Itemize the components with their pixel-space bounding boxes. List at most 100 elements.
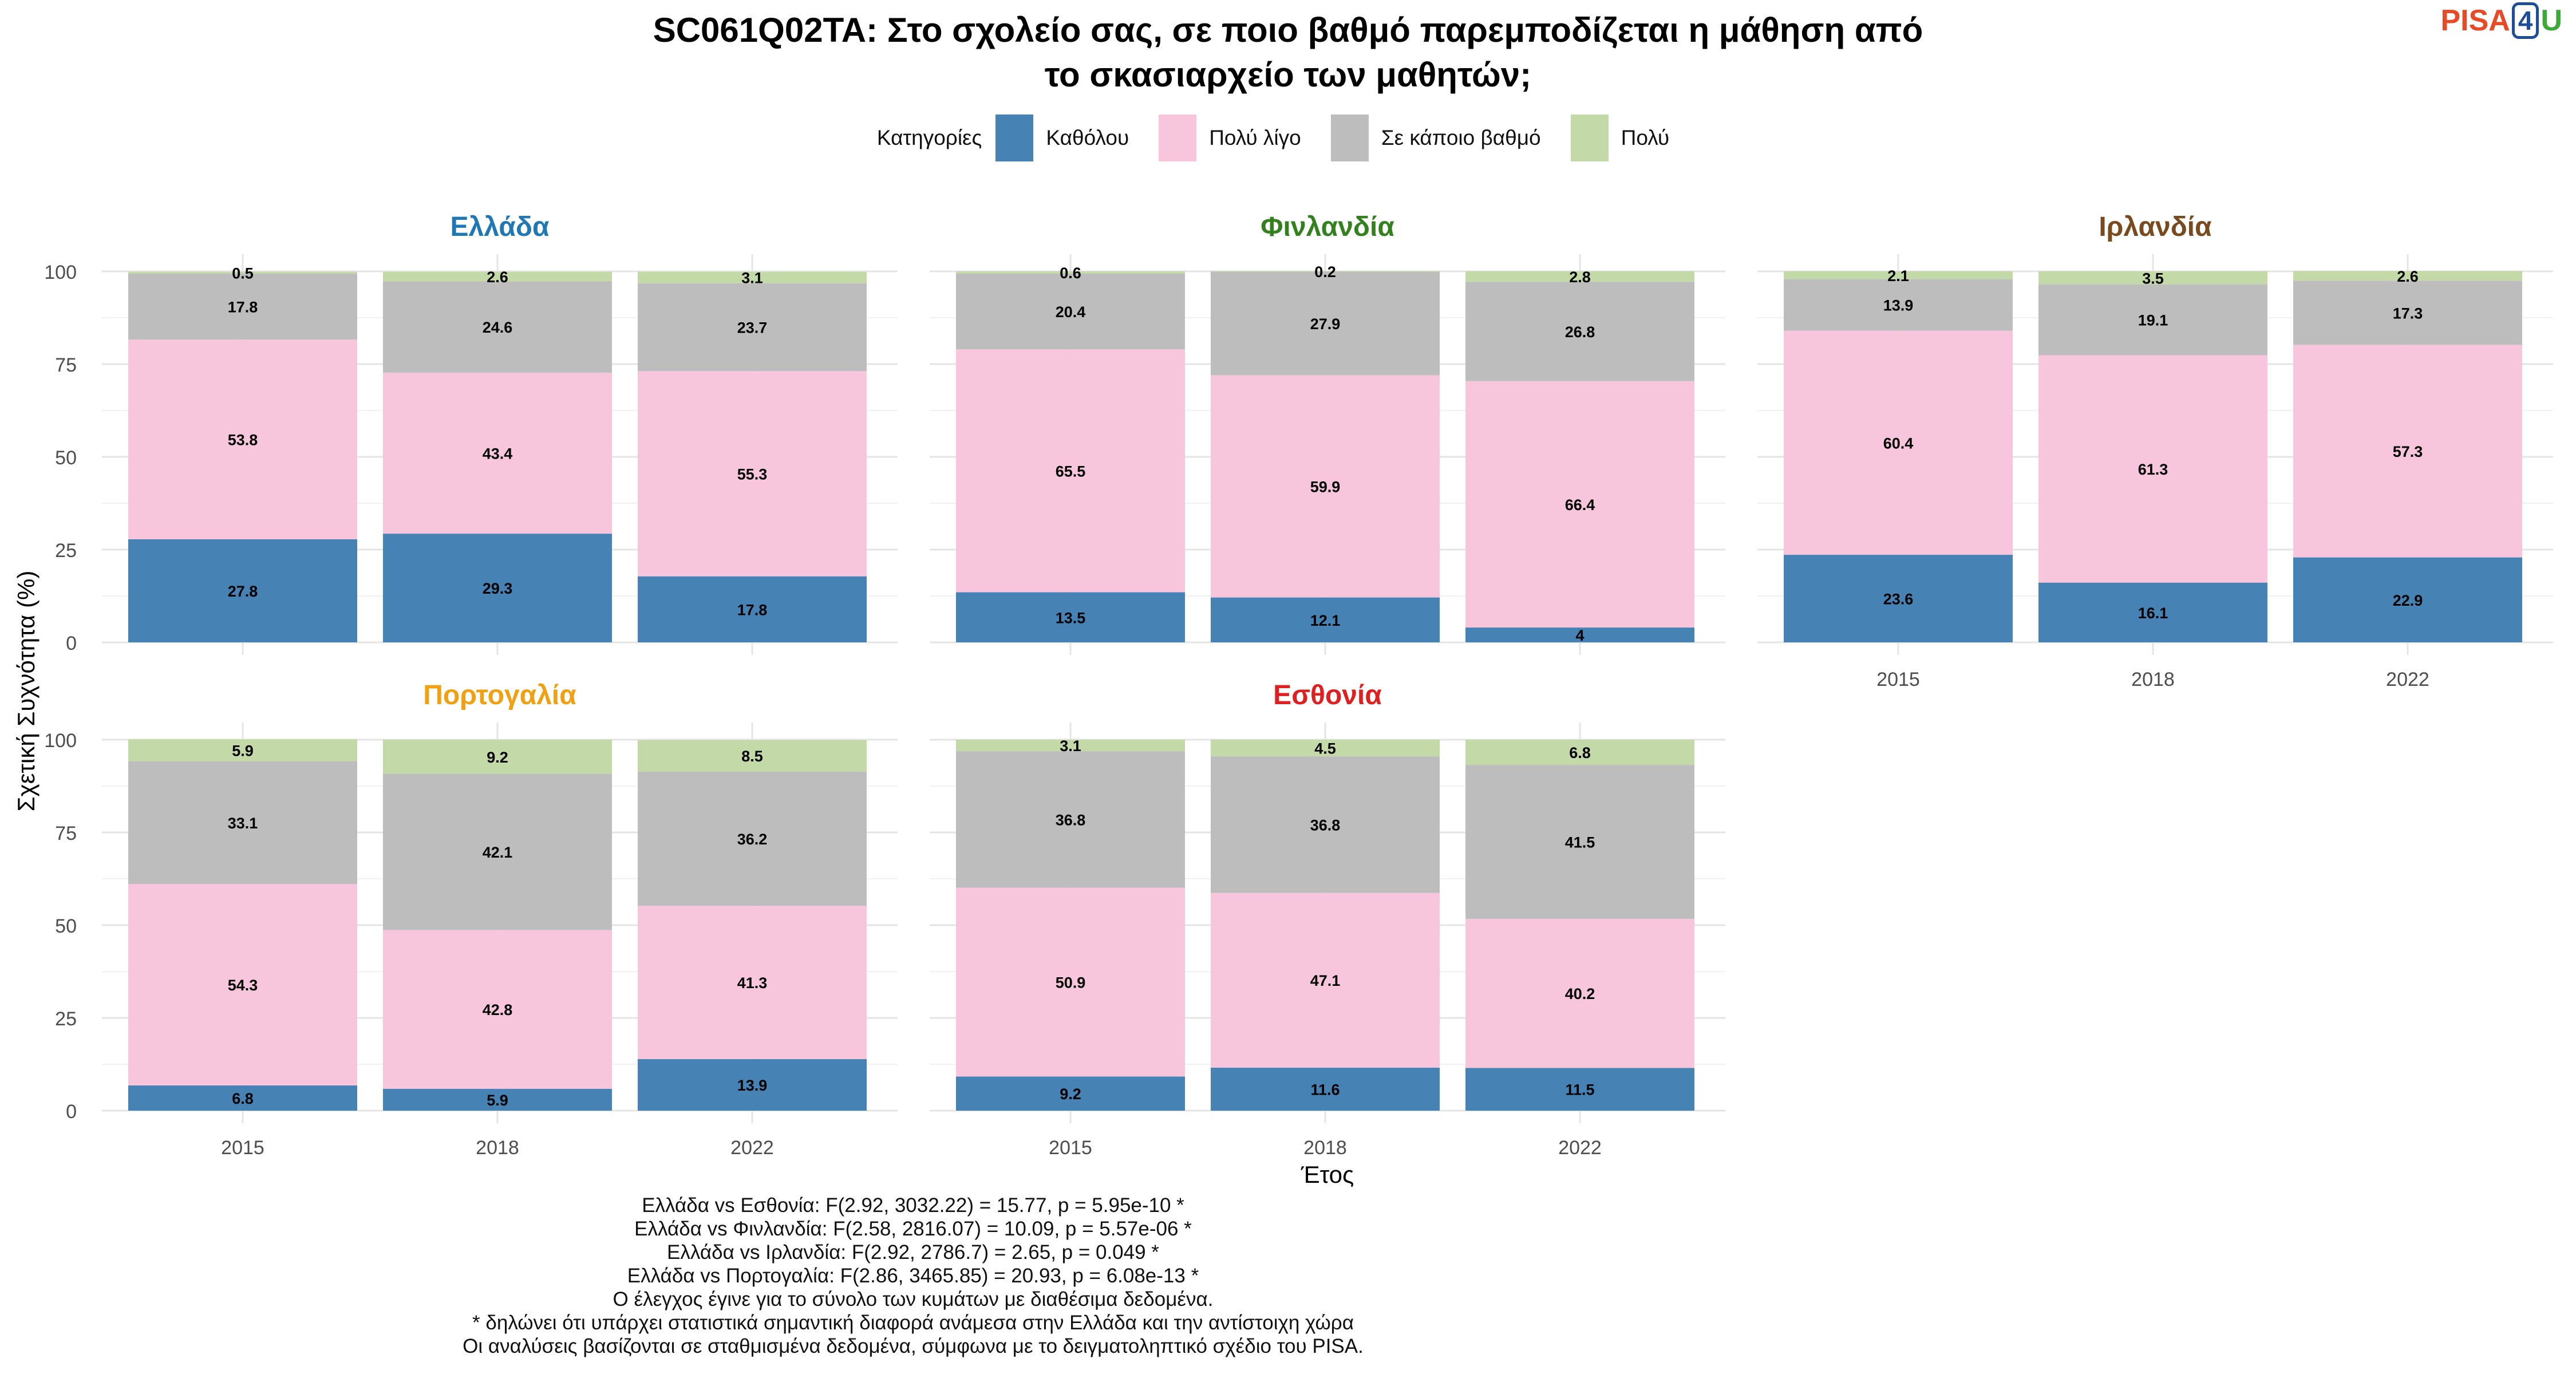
legend-label-poly-ligo: Πολύ λίγο (1209, 126, 1301, 149)
panel-3-data-label-2015-3: 13.9 (1883, 297, 1914, 314)
panel-5-bar-2022-seg-3 (1465, 765, 1694, 919)
panel-1-bar-2018-seg-4 (383, 271, 612, 282)
panel-4-bar-2022-seg-2 (638, 906, 867, 1059)
panel-5-bar-2015-seg-4 (956, 740, 1185, 752)
panel-1-data-label-2018-2: 43.4 (483, 445, 513, 463)
panel-3-bar-2018-seg-1 (2038, 582, 2267, 642)
panel-2-bar-2015-seg-1 (956, 592, 1185, 642)
y-tick-label: 0 (66, 633, 77, 654)
logo-text-4: 4 (2511, 2, 2539, 39)
panel-2-bar-2015-seg-4 (956, 271, 1185, 274)
panel-4-bar-2015-seg-1 (128, 1085, 357, 1111)
panel-1-data-label-2022-1: 17.8 (737, 601, 768, 618)
chart-title-line-2: το σκασιαρχείο των μαθητών; (1044, 56, 1532, 94)
panel-2-bar-2022-seg-2 (1465, 381, 1694, 628)
panel-2-data-label-2018-4: 0.2 (1314, 263, 1336, 281)
panel-3-data-label-2022-3: 17.3 (2393, 305, 2423, 322)
panel-1-bar-2022-seg-3 (638, 283, 867, 372)
x-tick-label: 2022 (730, 1137, 774, 1159)
panel-5-bar-2015-seg-1 (956, 1076, 1185, 1111)
panel-5-data-label-2015-4: 3.1 (1060, 737, 1081, 755)
panel-5-bar-2022-seg-4 (1465, 740, 1694, 765)
panel-3-data-label-2018-2: 61.3 (2138, 461, 2168, 478)
panel-5-bar-2018-seg-2 (1211, 893, 1440, 1068)
y-tick-label: 25 (55, 1008, 77, 1030)
panel-5-bar-2018-seg-1 (1211, 1067, 1440, 1111)
x-tick-label: 2018 (476, 1137, 519, 1159)
panel-5-bar-2018-seg-4 (1211, 740, 1440, 757)
x-axis-title: Έτος (1301, 1161, 1354, 1188)
panel-4-data-label-2022-3: 36.2 (737, 831, 768, 848)
panel-5-data-label-2022-4: 6.8 (1569, 744, 1591, 761)
panel-1-data-label-2022-3: 23.7 (737, 319, 768, 337)
panel-2-data-label-2015-4: 0.6 (1060, 264, 1081, 282)
panel-1-data-label-2022-2: 55.3 (737, 465, 768, 483)
panel-4-bar-2022-seg-1 (638, 1059, 867, 1111)
panel-1-title: Ελλάδα (451, 212, 550, 242)
panel-2-bar-2015-seg-2 (956, 349, 1185, 593)
panel-1-data-label-2018-4: 2.6 (487, 269, 508, 286)
legend-title: Κατηγορίες (876, 126, 982, 149)
panel-4-bar-2018-seg-1 (383, 1088, 612, 1111)
panel-1-data-label-2022-4: 3.1 (741, 270, 763, 287)
legend-label-kapoio-vathmo: Σε κάποιο βαθμό (1381, 126, 1541, 149)
panel-5-bar-2022-seg-2 (1465, 918, 1694, 1068)
legend-key-poly (1570, 114, 1609, 161)
panel-3-data-label-2015-1: 23.6 (1883, 591, 1914, 608)
panel-5-data-label-2018-2: 47.1 (1310, 972, 1341, 989)
y-tick-label: 100 (44, 730, 77, 752)
panel-5-data-label-2018-3: 36.8 (1310, 816, 1341, 834)
legend-key-poly-ligo (1159, 114, 1197, 161)
panel-2-title: Φινλανδία (1261, 212, 1394, 242)
panel-2-bar-2022-seg-1 (1465, 627, 1694, 642)
panel-4-bar-2015-seg-2 (128, 884, 357, 1085)
panel-4-bar-2018-seg-3 (383, 773, 612, 930)
x-tick-label: 2018 (2131, 669, 2175, 690)
panel-4-data-label-2022-1: 13.9 (737, 1077, 768, 1094)
panel-5-data-label-2022-2: 40.2 (1565, 985, 1595, 1002)
panel-3-bar-2018-seg-3 (2038, 284, 2267, 356)
panel-3-data-label-2018-4: 3.5 (2142, 270, 2164, 287)
legend-label-katholou: Καθόλου (1046, 126, 1129, 149)
panel-1-bar-2015-seg-1 (128, 539, 357, 642)
panel-3-bar-2022-seg-2 (2293, 345, 2522, 558)
logo-text-pisa: PISA (2440, 4, 2510, 37)
panel-3-bar-2022-seg-3 (2293, 281, 2522, 345)
note-line-4: Ελλάδα vs Πορτογαλία: F(2.86, 3465.85) =… (627, 1265, 1199, 1287)
panel-1-bar-2015-seg-3 (128, 273, 357, 340)
panel-5-bar-2015-seg-3 (956, 751, 1185, 888)
panel-3-data-label-2015-4: 2.1 (1887, 267, 1909, 285)
y-tick-label: 50 (55, 447, 77, 469)
panel-1-bar-2018-seg-2 (383, 372, 612, 534)
panel-2-data-label-2015-3: 20.4 (1056, 303, 1086, 321)
panel-2-data-label-2018-3: 27.9 (1310, 315, 1341, 333)
panel-2-data-label-2018-1: 12.1 (1310, 612, 1341, 629)
note-line-6: * δηλώνει ότι υπάρχει στατιστικά σημαντι… (472, 1312, 1354, 1334)
panel-1-data-label-2015-4: 0.5 (232, 264, 254, 282)
panel-2-data-label-2022-3: 26.8 (1565, 323, 1595, 341)
panel-4-data-label-2018-2: 42.8 (483, 1001, 513, 1018)
panel-5-bar-2015-seg-2 (956, 887, 1185, 1077)
note-line-5: Ο έλεγχος έγινε για το σύνολο των κυμάτω… (613, 1288, 1214, 1310)
note-line-1: Ελλάδα vs Εσθονία: F(2.92, 3032.22) = 15… (642, 1194, 1184, 1217)
panel-1-bar-2018-seg-1 (383, 534, 612, 642)
note-line-7: Οι αναλύσεις βασίζονται σε σταθμισμένα δ… (463, 1335, 1364, 1357)
panel-2-bar-2022-seg-3 (1465, 282, 1694, 381)
panel-4-bar-2018-seg-4 (383, 740, 612, 774)
panel-3-data-label-2022-1: 22.9 (2393, 592, 2423, 609)
panel-3-data-label-2018-3: 19.1 (2138, 312, 2168, 329)
panel-2-data-label-2022-4: 2.8 (1569, 269, 1591, 286)
panel-5-data-label-2018-4: 4.5 (1314, 740, 1336, 757)
note-line-3: Ελλάδα vs Ιρλανδία: F(2.92, 2786.7) = 2.… (667, 1241, 1159, 1264)
panel-3-title: Ιρλανδία (2099, 212, 2212, 242)
panel-3-bar-2022-seg-1 (2293, 557, 2522, 642)
panel-3-data-label-2022-4: 2.6 (2397, 268, 2419, 285)
legend-key-kapoio-vathmo (1330, 114, 1369, 161)
panel-4-data-label-2018-1: 5.9 (487, 1092, 508, 1109)
chart-notes: Ελλάδα vs Εσθονία: F(2.92, 3032.22) = 15… (0, 1194, 1826, 1358)
panel-4-data-label-2022-2: 41.3 (737, 974, 768, 992)
panel-1-data-label-2018-1: 29.3 (483, 580, 513, 597)
panel-3-bar-2015-seg-2 (1784, 330, 2013, 555)
panel-3-bar-2015-seg-4 (1784, 271, 2013, 279)
